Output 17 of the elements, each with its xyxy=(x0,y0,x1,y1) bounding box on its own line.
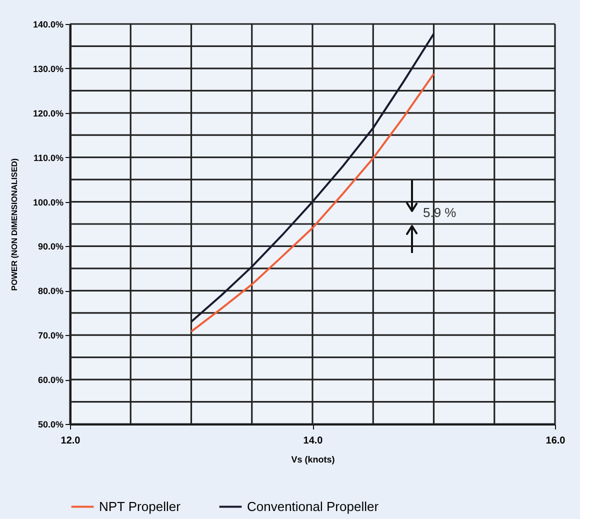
y-axis-title: POWER (NON DIMENSIONALISED) xyxy=(10,158,19,291)
y-tick-label: 80.0% xyxy=(38,286,64,296)
x-tick-label: 14.0 xyxy=(303,436,324,446)
y-tick-label: 140.0% xyxy=(32,20,64,30)
y-tick-label: 70.0% xyxy=(38,330,64,341)
y-tick-label: 130.0% xyxy=(32,64,64,74)
y-tick-label: 120.0% xyxy=(32,108,64,118)
x-tick-label: 16.0 xyxy=(546,436,566,446)
x-axis-title: Vs (knots) xyxy=(291,454,335,464)
y-tick-label: 90.0% xyxy=(38,242,64,252)
y-tick-label: 50.0% xyxy=(38,420,64,430)
legend-label: Conventional Propeller xyxy=(247,498,380,514)
legend-label: NPT Propeller xyxy=(99,498,182,514)
y-tick-label: 60.0% xyxy=(38,375,64,386)
y-tick-label: 100.0% xyxy=(32,197,64,208)
y-tick-label: 110.0% xyxy=(33,152,64,163)
x-tick-label: 12.0 xyxy=(60,436,81,446)
